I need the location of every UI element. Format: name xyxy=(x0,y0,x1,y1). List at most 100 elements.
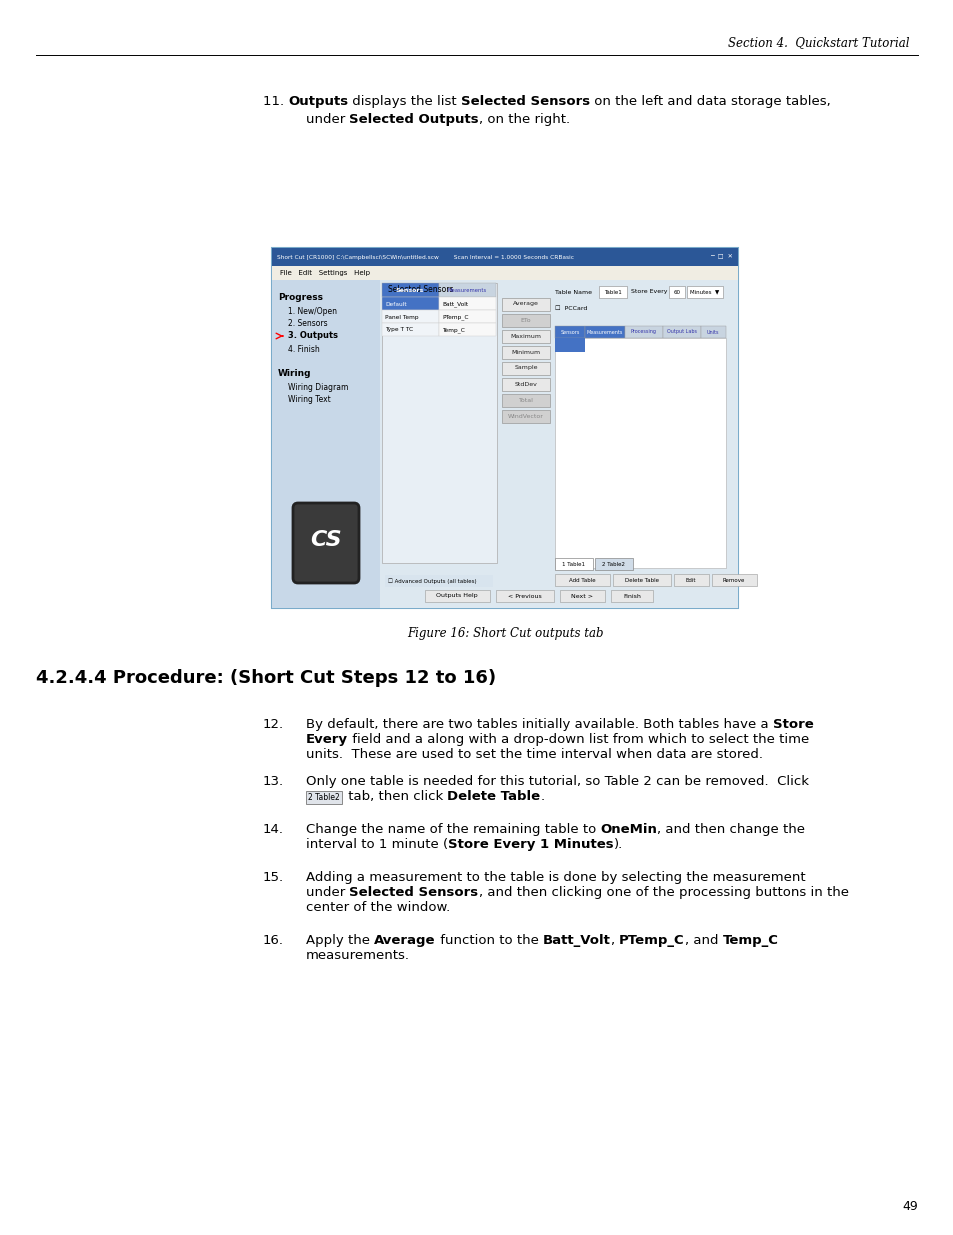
Text: Batt_Volt: Batt_Volt xyxy=(441,301,468,306)
Bar xyxy=(555,574,609,585)
Text: File   Edit   Settings   Help: File Edit Settings Help xyxy=(280,270,370,275)
Bar xyxy=(385,576,493,587)
Bar xyxy=(381,283,438,296)
Text: on the left and data storage tables,: on the left and data storage tables, xyxy=(590,95,830,107)
Text: ,: , xyxy=(610,934,618,947)
Text: Edit: Edit xyxy=(685,578,696,583)
Bar xyxy=(668,287,684,298)
Text: under: under xyxy=(306,885,349,899)
Bar xyxy=(272,248,738,608)
Text: Selected Outputs: Selected Outputs xyxy=(349,112,478,126)
Text: Measurements: Measurements xyxy=(586,330,622,335)
Bar xyxy=(272,280,379,608)
Bar xyxy=(381,324,438,336)
Text: Add Table: Add Table xyxy=(568,578,595,583)
Text: Selected Sensors: Selected Sensors xyxy=(461,95,590,107)
Bar xyxy=(662,326,700,338)
Text: center of the window.: center of the window. xyxy=(306,902,450,914)
Bar xyxy=(438,310,496,324)
Text: ─  □  ✕: ─ □ ✕ xyxy=(709,254,732,259)
Text: Change the name of the remaining table to: Change the name of the remaining table t… xyxy=(306,823,599,836)
Text: Minimum: Minimum xyxy=(511,350,540,354)
Text: Finish: Finish xyxy=(622,594,640,599)
Text: interval to 1 minute (: interval to 1 minute ( xyxy=(306,839,448,851)
Text: Wiring Diagram: Wiring Diagram xyxy=(288,383,348,391)
Text: Outputs: Outputs xyxy=(288,95,348,107)
Bar xyxy=(595,558,633,571)
Text: 14.: 14. xyxy=(263,823,284,836)
Text: Processing: Processing xyxy=(630,330,657,335)
Text: ).: ). xyxy=(613,839,622,851)
Text: Next >: Next > xyxy=(571,594,593,599)
Text: ☐ Advanced Outputs (all tables): ☐ Advanced Outputs (all tables) xyxy=(388,578,476,584)
Text: units.  These are used to set the time interval when data are stored.: units. These are used to set the time in… xyxy=(306,748,762,761)
Text: OneMin: OneMin xyxy=(599,823,657,836)
Bar xyxy=(555,326,584,338)
Text: Selected Sensors: Selected Sensors xyxy=(388,285,453,294)
Text: PTemp_C: PTemp_C xyxy=(441,314,468,320)
Text: ETo: ETo xyxy=(520,317,531,322)
Bar xyxy=(438,324,496,336)
Bar xyxy=(555,338,725,568)
Text: Remove: Remove xyxy=(722,578,744,583)
Text: ☐  PCCard: ☐ PCCard xyxy=(555,305,587,310)
Text: < Previous: < Previous xyxy=(508,594,541,599)
Text: Sensors: Sensors xyxy=(395,288,424,293)
Text: tab, then click: tab, then click xyxy=(344,790,447,803)
Bar xyxy=(555,338,584,352)
Text: Batt_Volt: Batt_Volt xyxy=(542,934,610,947)
Text: 1. New/Open: 1. New/Open xyxy=(288,308,336,316)
Text: 3. Outputs: 3. Outputs xyxy=(288,331,337,341)
Bar xyxy=(700,326,725,338)
Bar xyxy=(711,574,757,585)
Text: Maximum: Maximum xyxy=(510,333,541,338)
Bar xyxy=(559,590,604,601)
Text: Adding a measurement to the table is done by selecting the measurement: Adding a measurement to the table is don… xyxy=(306,871,804,884)
Text: Type T TC: Type T TC xyxy=(385,327,413,332)
Text: 15.: 15. xyxy=(263,871,284,884)
Bar xyxy=(673,574,708,585)
Text: displays the list: displays the list xyxy=(348,95,461,107)
Text: 4. Finish: 4. Finish xyxy=(288,346,319,354)
Text: Outputs Help: Outputs Help xyxy=(436,594,477,599)
Text: field and a along with a drop-down list from which to select the time: field and a along with a drop-down list … xyxy=(348,734,808,746)
Bar xyxy=(613,574,670,585)
Text: 12.: 12. xyxy=(263,718,284,731)
Text: 2 Table2: 2 Table2 xyxy=(602,562,625,567)
Text: Delete Table: Delete Table xyxy=(447,790,540,803)
Text: .: . xyxy=(540,790,544,803)
Bar xyxy=(501,378,550,391)
Bar xyxy=(306,790,341,804)
Text: Store Every: Store Every xyxy=(630,289,667,294)
Text: Temp_C: Temp_C xyxy=(441,327,464,333)
Text: Sample: Sample xyxy=(514,366,537,370)
Bar xyxy=(272,266,738,280)
Text: By default, there are two tables initially available. Both tables have a: By default, there are two tables initial… xyxy=(306,718,772,731)
Text: , on the right.: , on the right. xyxy=(478,112,570,126)
Text: Measurements: Measurements xyxy=(447,288,486,293)
Text: Apply the: Apply the xyxy=(306,934,374,947)
Bar xyxy=(610,590,652,601)
Text: PTemp_C: PTemp_C xyxy=(618,934,684,947)
Bar xyxy=(624,326,662,338)
Text: Total: Total xyxy=(518,398,533,403)
Bar xyxy=(381,296,438,310)
Bar xyxy=(555,558,593,571)
Text: Store: Store xyxy=(772,718,813,731)
Text: 1 Table1: 1 Table1 xyxy=(562,562,585,567)
Text: Output Labs: Output Labs xyxy=(666,330,697,335)
Bar xyxy=(501,298,550,311)
Text: , and: , and xyxy=(684,934,721,947)
Bar xyxy=(379,280,738,608)
Text: function to the: function to the xyxy=(436,934,542,947)
Text: , and then clicking one of the processing buttons in the: , and then clicking one of the processin… xyxy=(478,885,848,899)
Text: 16.: 16. xyxy=(263,934,284,947)
Bar xyxy=(598,287,626,298)
Bar xyxy=(686,287,722,298)
Text: 13.: 13. xyxy=(263,776,284,788)
Text: Every: Every xyxy=(306,734,348,746)
Bar xyxy=(501,410,550,424)
Text: Wiring: Wiring xyxy=(277,368,312,378)
Bar xyxy=(438,296,496,310)
Bar xyxy=(438,283,496,296)
